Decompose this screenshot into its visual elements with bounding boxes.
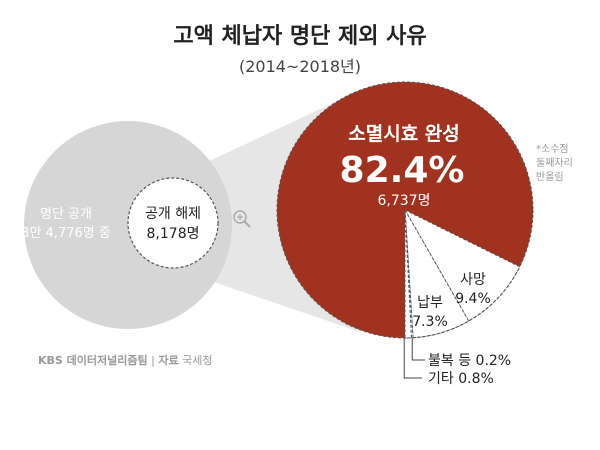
rounding-note-line-2: 둘째자리 <box>536 157 573 169</box>
leader-line-appeal <box>411 337 425 361</box>
slice-label-paid: 납부 <box>417 295 443 311</box>
rounding-note-line-1: *소수점 <box>536 143 569 155</box>
slice-label-main: 소멸시효 완성 <box>348 123 460 145</box>
pie-slices <box>276 81 534 339</box>
total-circle <box>24 121 232 329</box>
source-credit: KBS 데이터저널리즘팀 | 자료 국세청 <box>38 353 212 367</box>
slice-percent-main: 82.4% <box>340 150 465 191</box>
subset-value: 8,178명 <box>147 226 200 242</box>
subset-label: 공개 해제 <box>145 206 201 222</box>
slice-label-appeal: 불복 등 0.2% <box>428 353 511 369</box>
slice-count-main: 6,737명 <box>378 193 431 209</box>
total-label: 명단 공개 <box>40 207 92 222</box>
leader-lines <box>403 337 425 379</box>
rounding-note-line-3: 반올림 <box>536 171 564 183</box>
zoom-in-icon <box>233 210 251 228</box>
slice-label-death: 사망 <box>460 272 486 288</box>
slice-percent-death: 9.4% <box>455 291 491 307</box>
subset-circle <box>127 177 219 269</box>
slice-label-other: 기타 0.8% <box>428 371 494 387</box>
slice-percent-paid: 7.3% <box>412 314 448 330</box>
leader-line-other <box>403 337 422 379</box>
chart-subtitle: (2014~2018년) <box>239 57 361 76</box>
chart-title: 고액 체납자 명단 제외 사유 <box>173 24 426 49</box>
pie-outline <box>276 81 534 339</box>
total-value: 3만 4,776명 중 <box>21 226 111 241</box>
